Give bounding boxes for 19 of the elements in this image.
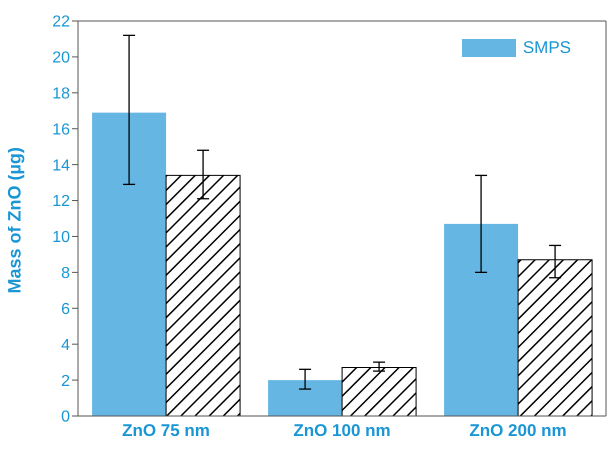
y-tick-label: 2 bbox=[61, 372, 70, 390]
y-tick-label: 14 bbox=[52, 157, 70, 174]
y-tick-label: 6 bbox=[61, 300, 70, 318]
y-tick-label: 20 bbox=[52, 50, 70, 67]
x-tick-label: ZnO 200 nm bbox=[469, 421, 567, 440]
y-tick-label: 4 bbox=[61, 336, 70, 354]
x-tick-label: ZnO 100 nm bbox=[293, 421, 391, 440]
y-tick-label: 16 bbox=[52, 121, 70, 138]
x-tick-label: ZnO 75 nm bbox=[122, 421, 210, 440]
bar bbox=[268, 380, 342, 416]
y-tick-label: 22 bbox=[52, 14, 70, 31]
y-tick-label: 8 bbox=[61, 265, 70, 282]
y-tick-label: 18 bbox=[52, 86, 70, 102]
y-tick-label: 12 bbox=[52, 193, 70, 210]
y-tick-label: 0 bbox=[61, 408, 70, 426]
bar bbox=[92, 112, 166, 416]
y-tick-label: 10 bbox=[52, 229, 70, 246]
legend-label: SMPS bbox=[522, 38, 571, 58]
bar bbox=[444, 224, 518, 416]
